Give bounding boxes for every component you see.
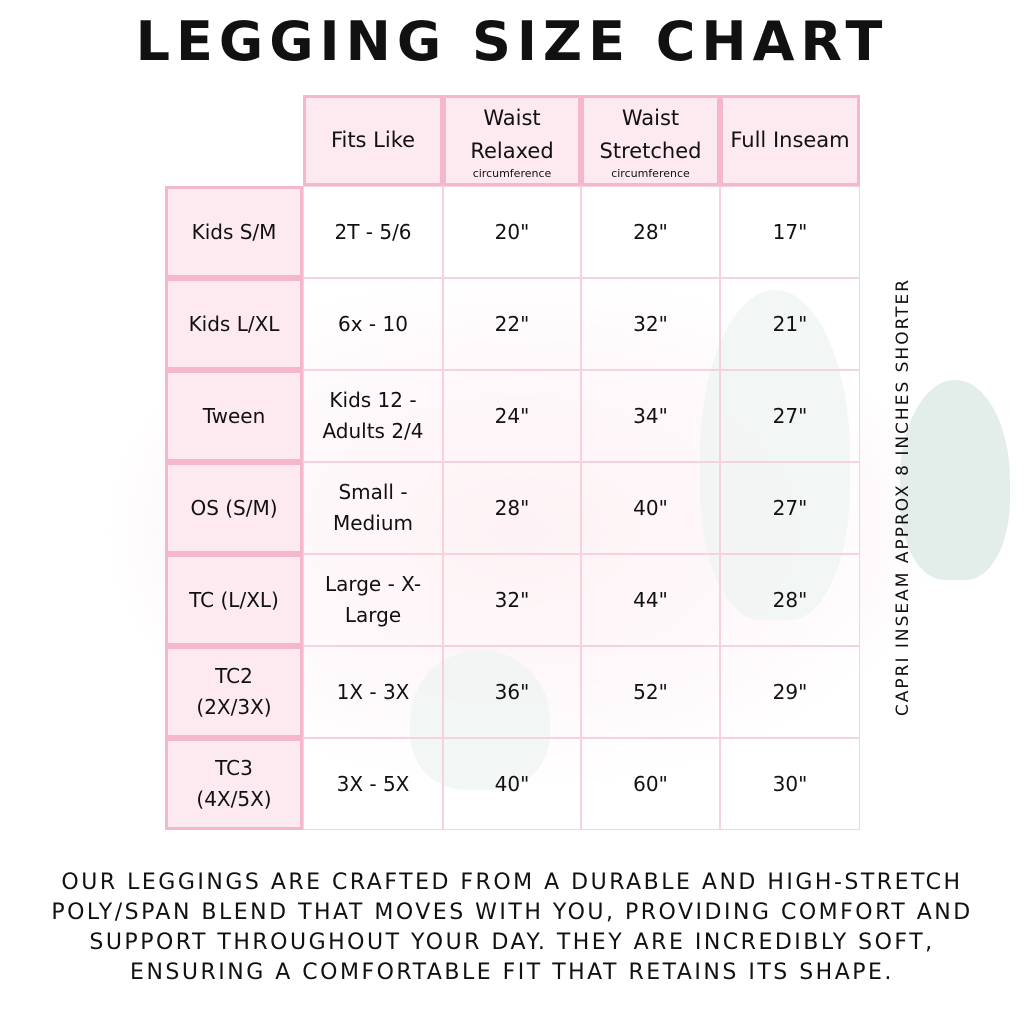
row-header: OS (S/M) [165, 462, 303, 554]
row-header: TC3 (4X/5X) [165, 738, 303, 830]
column-header-subtext: circumference [472, 166, 552, 180]
table-cell-inseam-text: 21" [772, 311, 808, 336]
row-header-text: TC2 (2X/3X) [196, 664, 272, 719]
column-header: Full Inseam [720, 95, 860, 186]
table-cell-stretched-text: 60" [633, 771, 668, 796]
table-cell-stretched: 52" [581, 646, 720, 738]
table-cell-stretched-text: 44" [633, 587, 668, 612]
table-cell-inseam: 28" [720, 554, 860, 646]
column-header-text: Waist Stretched [599, 105, 702, 163]
table-cell-inseam-text: 29" [772, 679, 808, 704]
table-cell-stretched-text: 52" [633, 679, 668, 704]
cactus-decoration [900, 380, 1010, 580]
column-header: Waist Relaxed circumference [443, 95, 581, 186]
table-cell-inseam: 27" [720, 370, 860, 462]
table-cell-relaxed-text: 20" [494, 219, 530, 244]
row-header: Kids S/M [165, 186, 303, 278]
table-cell-fits: 1X - 3X [303, 646, 443, 738]
table-cell-stretched-text: 32" [633, 311, 668, 336]
row-header-text: TC3 (4X/5X) [196, 756, 272, 811]
table-cell-inseam: 21" [720, 278, 860, 370]
table-cell-stretched: 34" [581, 370, 720, 462]
table-cell-relaxed-text: 28" [494, 495, 530, 520]
row-header: Kids L/XL [165, 278, 303, 370]
table-cell-relaxed: 20" [443, 186, 581, 278]
table-cell-inseam-text: 17" [772, 219, 808, 244]
table-cell-relaxed: 28" [443, 462, 581, 554]
page-title: LEGGING SIZE CHART [135, 10, 889, 73]
row-header: Tween [165, 370, 303, 462]
table-cell-fits: 3X - 5X [303, 738, 443, 830]
size-table: Fits Like Waist Relaxed circumference Waist… [165, 95, 860, 830]
table-cell-fits-text: 3X - 5X [336, 771, 410, 796]
column-header-text: Full Inseam [730, 128, 850, 152]
table-cell-inseam-text: 28" [772, 587, 808, 612]
table-cell-relaxed: 24" [443, 370, 581, 462]
row-header-text: Kids S/M [191, 219, 277, 244]
table-cell-inseam: 27" [720, 462, 860, 554]
column-header-subtext: circumference [611, 166, 690, 180]
column-header: Waist Stretched circumference [581, 95, 720, 186]
table-cell-fits: 2T - 5/6 [303, 186, 443, 278]
table-cell-inseam: 29" [720, 646, 860, 738]
table-cell-relaxed-text: 36" [494, 679, 530, 704]
row-header-text: Tween [202, 403, 266, 428]
table-cell-relaxed-text: 32" [494, 587, 530, 612]
table-cell-relaxed: 36" [443, 646, 581, 738]
table-cell-fits-text: Small - Medium [333, 480, 413, 535]
table-cell-fits-text: 2T - 5/6 [334, 219, 412, 244]
table-cell-stretched: 40" [581, 462, 720, 554]
row-header-text: Kids L/XL [188, 311, 280, 336]
column-header-text: Waist Relaxed [470, 105, 554, 163]
table-cell-fits-text: Large - X-Large [324, 572, 422, 627]
capri-note: CAPRI INSEAM APPROX 8 INCHES SHORTER [893, 277, 913, 717]
table-cell-stretched: 60" [581, 738, 720, 830]
row-header-text: OS (S/M) [190, 495, 278, 520]
table-cell-stretched-text: 34" [633, 403, 668, 428]
table-cell-fits-text: 1X - 3X [336, 679, 410, 704]
table-cell-inseam-text: 30" [772, 771, 808, 796]
corner-cell [165, 95, 303, 186]
table-cell-stretched: 32" [581, 278, 720, 370]
table-cell-inseam: 17" [720, 186, 860, 278]
table-cell-fits: Large - X-Large [303, 554, 443, 646]
table-cell-fits: Small - Medium [303, 462, 443, 554]
table-cell-inseam-text: 27" [772, 403, 808, 428]
row-header-text: TC (L/XL) [189, 587, 279, 612]
table-cell-relaxed: 32" [443, 554, 581, 646]
table-cell-relaxed-text: 40" [494, 771, 530, 796]
table-cell-relaxed: 22" [443, 278, 581, 370]
table-cell-fits-text: Kids 12 - Adults 2/4 [322, 388, 424, 443]
table-cell-fits: 6x - 10 [303, 278, 443, 370]
table-cell-relaxed-text: 22" [494, 311, 530, 336]
table-cell-relaxed-text: 24" [494, 403, 530, 428]
table-cell-stretched: 28" [581, 186, 720, 278]
table-cell-stretched: 44" [581, 554, 720, 646]
column-header-text: Fits Like [330, 128, 416, 152]
table-cell-stretched-text: 40" [633, 495, 668, 520]
table-cell-stretched-text: 28" [633, 219, 668, 244]
row-header: TC (L/XL) [165, 554, 303, 646]
row-header: TC2 (2X/3X) [165, 646, 303, 738]
fabric-description: Our leggings are crafted from a durable … [51, 870, 973, 985]
table-cell-inseam-text: 27" [772, 495, 808, 520]
table-cell-relaxed: 40" [443, 738, 581, 830]
table-cell-fits: Kids 12 - Adults 2/4 [303, 370, 443, 462]
table-cell-inseam: 30" [720, 738, 860, 830]
column-header: Fits Like [303, 95, 443, 186]
table-cell-fits-text: 6x - 10 [338, 311, 408, 336]
